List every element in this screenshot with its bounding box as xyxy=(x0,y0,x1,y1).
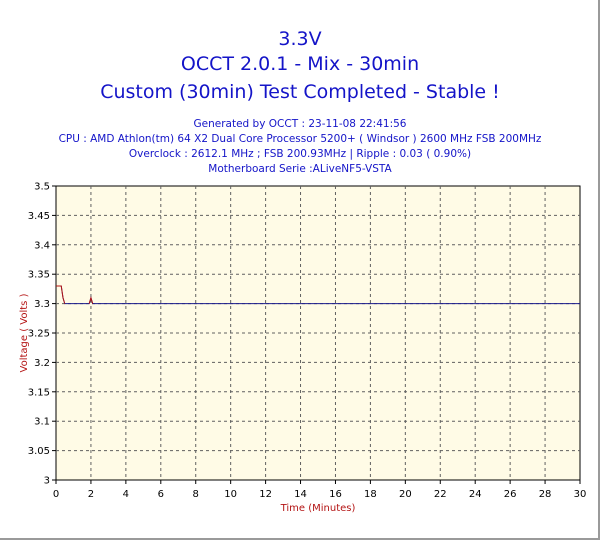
x-tick-label: 6 xyxy=(158,489,164,500)
x-tick-label: 8 xyxy=(193,489,199,500)
x-axis-title: Time (Minutes) xyxy=(280,503,356,514)
plot-area xyxy=(55,185,581,481)
x-tick-label: 20 xyxy=(399,489,412,500)
y-tick-label: 3.3 xyxy=(34,299,50,310)
x-tick-label: 2 xyxy=(88,489,94,500)
x-tick-label: 10 xyxy=(224,489,237,500)
y-tick-labels: 3 3.05 3.1 3.15 3.2 3.25 3.3 3.35 3.4 3.45 3.5 xyxy=(28,182,50,487)
y-tick-label: 3.5 xyxy=(34,182,50,193)
series-spike xyxy=(56,285,66,304)
x-tick-label: 0 xyxy=(53,489,59,500)
series-group xyxy=(56,285,580,305)
app-title: OCCT 2.0.1 - Mix - 30min xyxy=(180,53,420,75)
x-tick-labels: 0 2 4 6 8 10 12 14 16 18 20 22 24 26 28 30 xyxy=(53,489,587,500)
x-tick-label: 12 xyxy=(259,489,272,500)
x-tick-label: 26 xyxy=(504,489,517,500)
x-tick-label: 22 xyxy=(434,489,447,500)
y-tick-label: 3.25 xyxy=(28,329,50,340)
x-tick-label: 28 xyxy=(539,489,552,500)
x-tick-label: 4 xyxy=(123,489,129,500)
series-spike xyxy=(88,295,94,304)
overclock-info: Overclock : 2612.1 MHz ; FSB 200.93MHz |… xyxy=(128,148,472,160)
x-tick-label: 24 xyxy=(469,489,482,500)
y-tick-label: 3.4 xyxy=(34,240,50,251)
motherboard-info: Motherboard Serie :ALiveNF5-VSTA xyxy=(208,163,392,175)
cpu-info: CPU : AMD Athlon(tm) 64 X2 Dual Core Pro… xyxy=(58,133,542,145)
y-tick-label: 3.15 xyxy=(28,387,50,398)
y-tick-label: 3 xyxy=(44,476,50,487)
x-tick-label: 18 xyxy=(364,489,377,500)
x-tick-label: 30 xyxy=(574,489,587,500)
y-tick-label: 3.35 xyxy=(28,270,50,281)
chart-title: 3.3V xyxy=(278,28,322,50)
y-tick-label: 3.1 xyxy=(34,417,50,428)
test-status: Custom (30min) Test Completed - Stable ! xyxy=(100,81,500,103)
y-tick-label: 3.2 xyxy=(34,358,50,369)
x-tick-label: 16 xyxy=(329,489,342,500)
y-tick-label: 3.05 xyxy=(28,446,50,457)
generated-info: Generated by OCCT : 23-11-08 22:41:56 xyxy=(193,118,407,130)
x-tick-label: 14 xyxy=(294,489,307,500)
y-tick-label: 3.45 xyxy=(28,211,50,222)
y-axis-title: Voltage ( Volts ) xyxy=(19,293,30,372)
axis-ticks xyxy=(52,185,581,484)
grid-lines xyxy=(56,186,580,480)
